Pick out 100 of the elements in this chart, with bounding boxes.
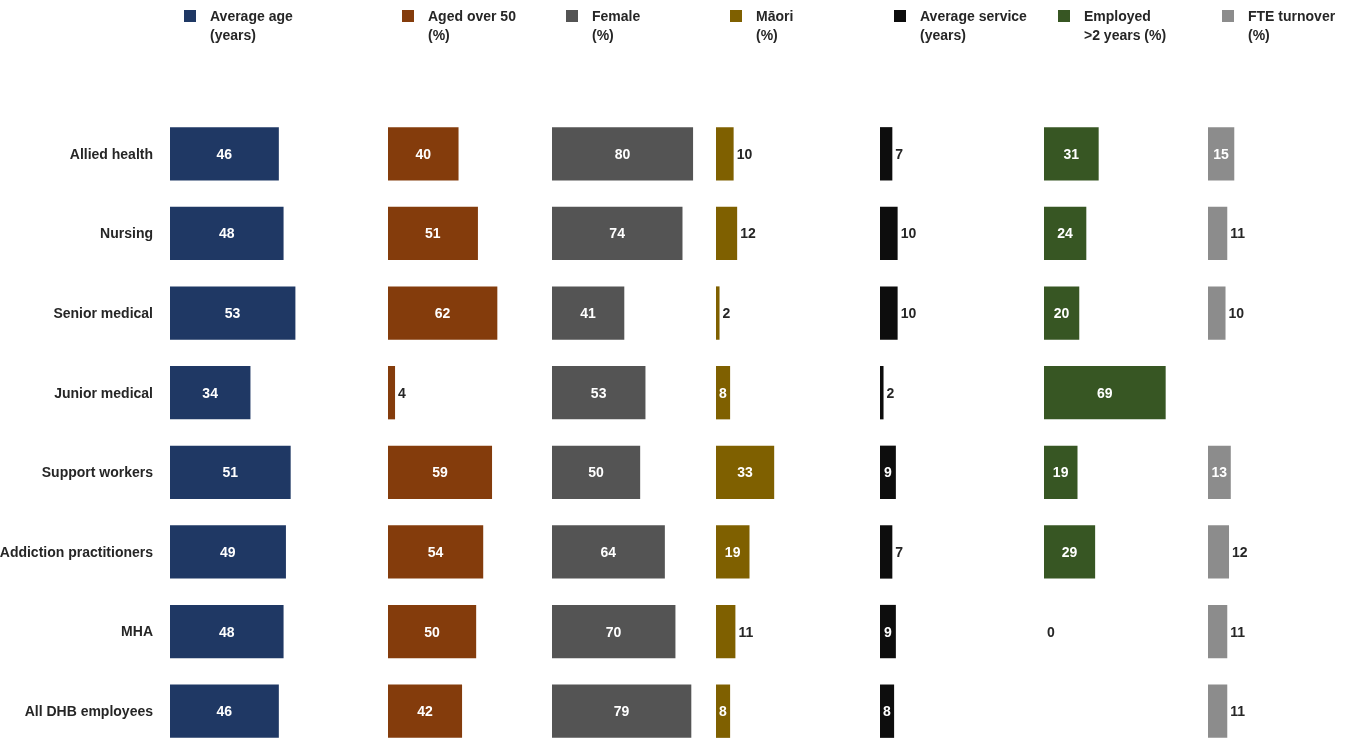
- data-label: 46: [216, 703, 233, 720]
- data-label: 48: [218, 623, 235, 640]
- bar: [716, 286, 720, 340]
- y-tick-label: MHA: [121, 623, 153, 640]
- y-tick-label: Senior medical: [53, 304, 153, 321]
- data-label: 62: [434, 305, 451, 322]
- data-label: 70: [605, 623, 622, 640]
- data-label: 0: [1047, 623, 1055, 640]
- data-label: 46: [216, 145, 233, 162]
- bar: [552, 366, 646, 420]
- bar: [716, 525, 750, 579]
- bar: [552, 445, 641, 499]
- data-label: 11: [1230, 623, 1246, 640]
- bar: [880, 684, 895, 738]
- bar: [1208, 604, 1228, 659]
- data-label: 51: [222, 464, 239, 481]
- data-label: 50: [588, 464, 604, 481]
- y-tick-label: Support workers: [41, 464, 154, 481]
- bar: [552, 127, 694, 181]
- data-label: 12: [740, 225, 756, 242]
- bar: [170, 127, 279, 181]
- bar: [552, 684, 692, 738]
- data-label: 2: [886, 384, 895, 401]
- bar: [388, 684, 463, 738]
- bar: [170, 445, 291, 499]
- data-label: 69: [1096, 384, 1113, 401]
- bar: [1208, 445, 1231, 499]
- bar: [1044, 206, 1087, 261]
- data-label: 9: [883, 623, 892, 640]
- bar: [880, 286, 898, 340]
- data-label: 79: [613, 703, 630, 720]
- bar: [388, 604, 477, 659]
- bar: [880, 525, 893, 579]
- data-label: 48: [218, 225, 235, 242]
- bar: [716, 206, 738, 261]
- data-label: 29: [1061, 543, 1078, 560]
- data-label: 19: [724, 543, 741, 560]
- data-label: 51: [425, 225, 441, 242]
- data-label: 8: [883, 703, 892, 720]
- data-label: 11: [1230, 225, 1246, 242]
- data-label: 64: [600, 543, 617, 560]
- bar: [1044, 286, 1080, 340]
- legend-label: Māori (%): [756, 8, 794, 43]
- bar: [388, 127, 459, 181]
- bar: [388, 206, 478, 261]
- data-label: 11: [1230, 703, 1246, 720]
- data-label: 8: [719, 384, 728, 401]
- data-label: 7: [895, 543, 904, 560]
- data-label: 4: [398, 384, 407, 401]
- bar: [1044, 525, 1096, 579]
- data-label: 10: [900, 305, 917, 322]
- bar: [552, 604, 676, 659]
- data-label: 50: [424, 623, 440, 640]
- data-label: 80: [614, 145, 631, 162]
- y-tick-label: Nursing: [100, 225, 153, 242]
- bar: [716, 684, 731, 738]
- data-label: 13: [1211, 464, 1228, 481]
- bar: [1208, 206, 1228, 261]
- data-label: 33: [737, 464, 753, 481]
- data-label: 11: [738, 623, 754, 640]
- bar: [388, 445, 493, 499]
- data-label: 15: [1213, 145, 1230, 162]
- y-tick-label: Addiction practitioners: [0, 543, 154, 560]
- data-label: 2: [722, 305, 731, 322]
- data-label: 12: [1232, 543, 1248, 560]
- bar: [880, 445, 896, 499]
- bar: [716, 127, 734, 181]
- legend-label: Aged over 50 (%): [428, 8, 517, 43]
- data-label: 9: [883, 464, 892, 481]
- legend-label: Female (%): [592, 8, 641, 43]
- legend-label: Average service (years): [920, 8, 1028, 43]
- data-label: 49: [220, 543, 236, 560]
- bar: [170, 286, 296, 340]
- data-label: 34: [202, 384, 219, 401]
- bar: [170, 684, 279, 738]
- bar: [880, 206, 898, 261]
- bar: [170, 525, 286, 579]
- data-label: 59: [432, 464, 448, 481]
- y-tick-label: All DHB employees: [24, 703, 154, 720]
- bar: [388, 366, 396, 420]
- data-label: 8: [719, 703, 728, 720]
- data-label: 10: [900, 225, 917, 242]
- bar: [716, 445, 775, 499]
- bar: [170, 366, 251, 420]
- data-label: 20: [1053, 305, 1070, 322]
- data-label: 19: [1052, 464, 1069, 481]
- bar: [716, 604, 736, 659]
- bar: [880, 604, 896, 659]
- bar: [1208, 684, 1228, 738]
- data-label: 54: [427, 543, 444, 560]
- data-label: 53: [590, 384, 607, 401]
- bar: [1208, 525, 1230, 579]
- data-label: 10: [736, 145, 753, 162]
- bar: [388, 525, 484, 579]
- legend-label: Employed >2 years (%): [1084, 8, 1167, 43]
- data-label: 7: [895, 145, 904, 162]
- data-label: 53: [224, 305, 241, 322]
- data-label: 74: [609, 225, 626, 242]
- data-label: 31: [1063, 145, 1080, 162]
- y-tick-label: Junior medical: [54, 384, 153, 401]
